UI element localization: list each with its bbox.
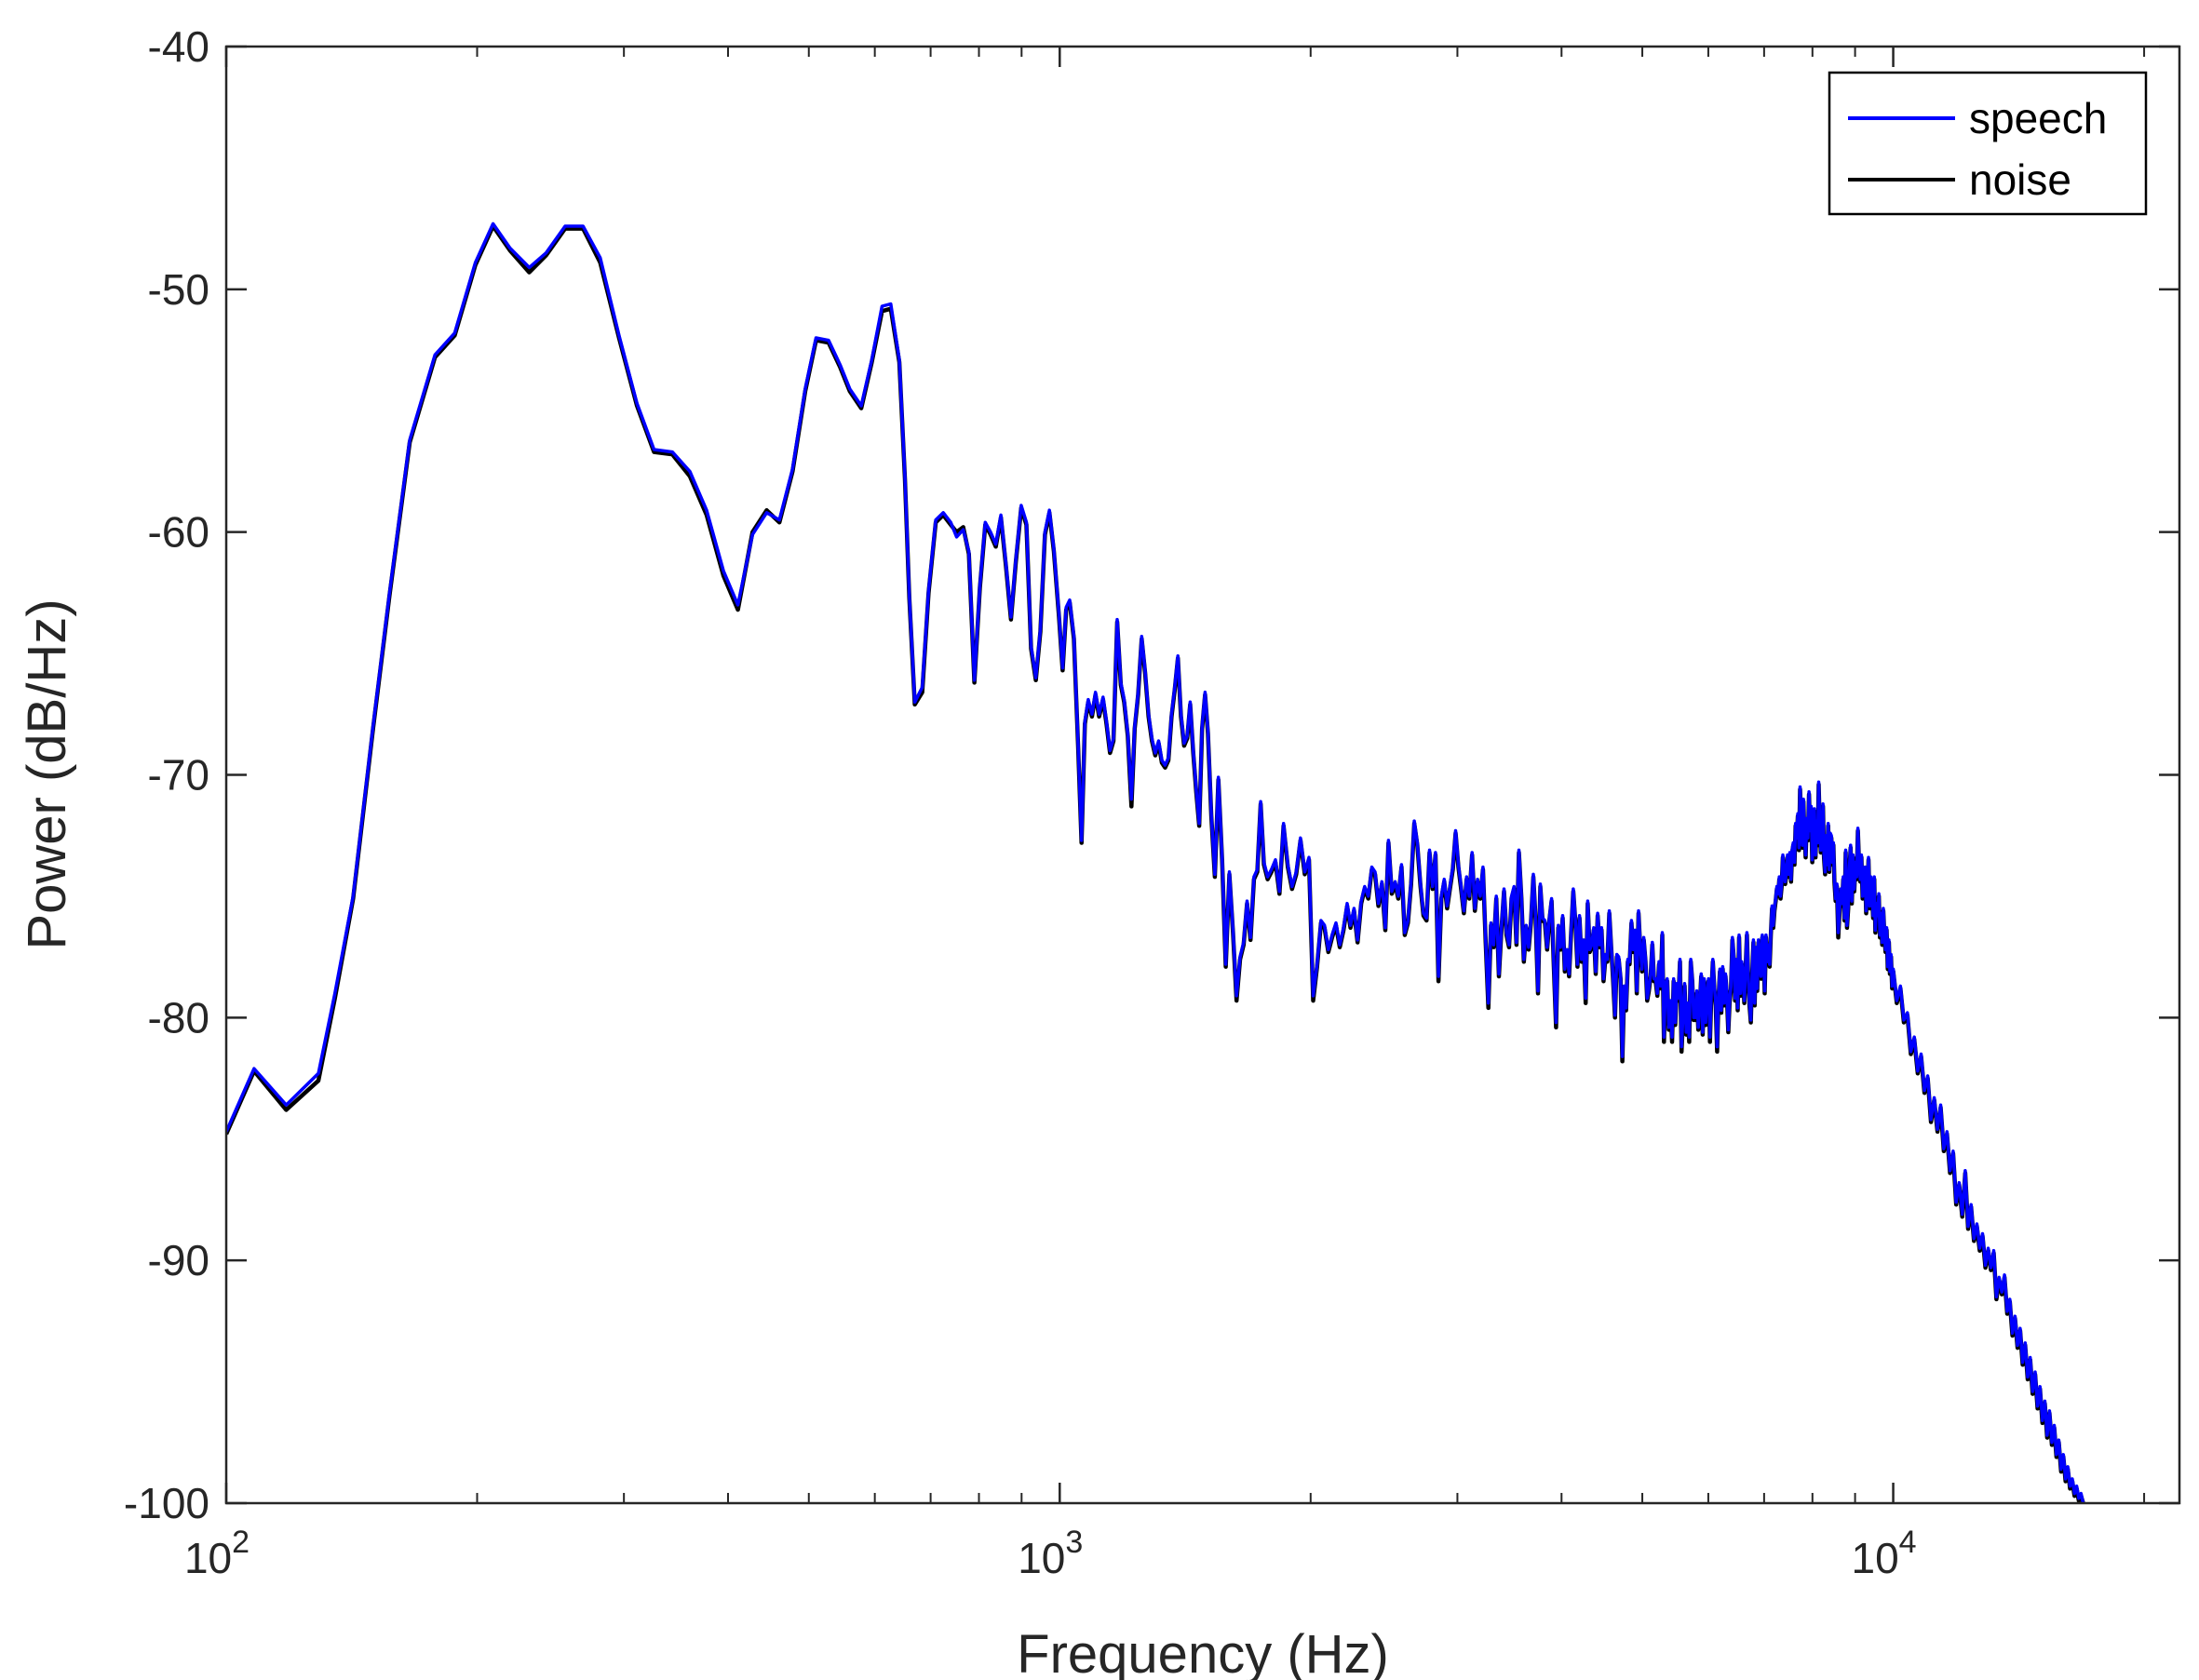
legend-label-noise: noise — [1969, 155, 2071, 204]
x-tick-label: 104 — [1852, 1525, 1917, 1582]
y-tick-label: -80 — [148, 993, 209, 1042]
plot-background — [226, 47, 2179, 1503]
y-axis-label: Power (dB/Hz) — [17, 598, 77, 949]
x-axis: 102 103 104 — [184, 47, 2146, 1582]
y-tick-label: -60 — [148, 508, 209, 557]
y-tick-label: -70 — [148, 751, 209, 800]
y-tick-label: -90 — [148, 1236, 209, 1284]
legend-label-speech: speech — [1969, 94, 2107, 142]
x-tick-base: 10 — [1018, 1534, 1065, 1582]
x-axis-label: Frequency (Hz) — [1017, 1624, 1389, 1680]
y-tick-label: -40 — [148, 22, 209, 71]
series-layer — [226, 222, 2085, 1503]
x-tick-label: 103 — [1018, 1525, 1083, 1582]
x-tick-base: 10 — [1852, 1534, 1899, 1582]
x-tick-label: 102 — [184, 1525, 250, 1582]
x-tick-exponent: 4 — [1899, 1525, 1917, 1560]
plot-area — [224, 45, 2181, 1505]
x-tick-exponent: 3 — [1065, 1525, 1083, 1560]
y-tick-label: -50 — [148, 265, 209, 314]
legend: speech noise — [1828, 71, 2148, 216]
y-axis: -40 -50 -60 -70 -80 -90 -100 — [124, 22, 2179, 1527]
legend-box — [1828, 71, 2148, 216]
series-line-speech — [226, 222, 2085, 1503]
y-tick-label: -100 — [124, 1479, 209, 1527]
x-tick-exponent: 2 — [232, 1525, 250, 1560]
x-tick-base: 10 — [184, 1534, 232, 1582]
